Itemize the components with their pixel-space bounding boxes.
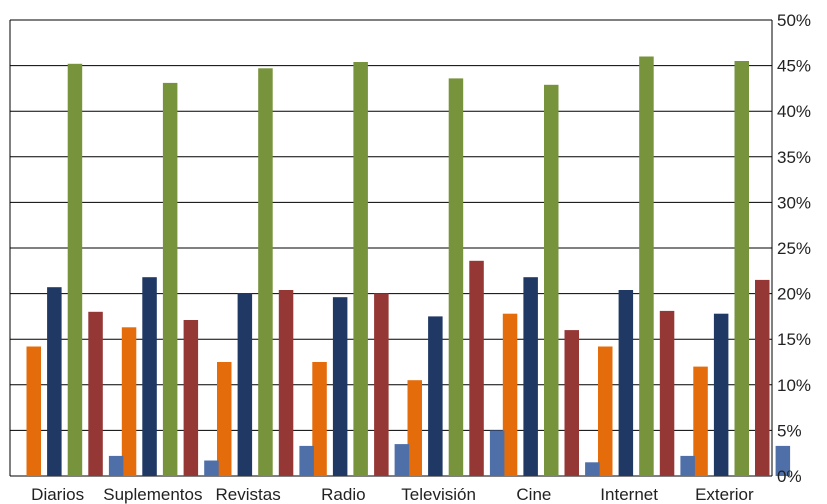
bar bbox=[204, 460, 219, 476]
x-axis-category-labels: Diarios Suplementos Revistas Radio Televisió… bbox=[31, 485, 754, 504]
plot-frame bbox=[9, 20, 773, 476]
bar bbox=[469, 260, 484, 476]
bar bbox=[693, 366, 708, 476]
bar bbox=[299, 445, 314, 476]
y-tick-label: 50% bbox=[777, 11, 811, 30]
bar bbox=[755, 279, 770, 476]
y-tick-label: 25% bbox=[777, 239, 811, 258]
x-category-label: Suplementos bbox=[103, 485, 202, 504]
bar bbox=[258, 68, 273, 477]
x-category-label: Revistas bbox=[216, 485, 281, 504]
bar bbox=[598, 346, 613, 476]
bar bbox=[734, 61, 749, 476]
bar bbox=[312, 362, 327, 476]
bar bbox=[659, 310, 675, 476]
bar bbox=[639, 56, 654, 476]
bar bbox=[585, 462, 600, 476]
bar bbox=[121, 327, 137, 476]
bar bbox=[544, 84, 559, 477]
y-tick-label: 45% bbox=[777, 57, 811, 76]
bar bbox=[448, 78, 464, 477]
x-category-label: Radio bbox=[321, 485, 365, 504]
bar bbox=[217, 362, 232, 476]
bar bbox=[26, 346, 41, 476]
bar bbox=[502, 313, 518, 476]
bar bbox=[142, 277, 157, 476]
bar bbox=[523, 277, 538, 476]
y-tick-label: 20% bbox=[777, 285, 811, 304]
y-tick-label: 40% bbox=[777, 102, 811, 121]
bar bbox=[394, 444, 410, 476]
bar bbox=[47, 287, 62, 476]
bar bbox=[618, 290, 634, 476]
bar bbox=[407, 380, 422, 476]
bar bbox=[278, 290, 294, 476]
y-tick-label: 5% bbox=[777, 421, 802, 440]
bar bbox=[237, 293, 253, 476]
y-axis-tick-labels: 0% 5% 10% 15% 20% 25% 30% 35% 40% 45% 50% bbox=[777, 11, 811, 486]
y-tick-label: 30% bbox=[777, 193, 811, 212]
x-category-label: Cine bbox=[516, 485, 551, 504]
bar bbox=[428, 316, 443, 476]
x-category-label: Diarios bbox=[31, 485, 84, 504]
bar bbox=[88, 311, 103, 476]
bar bbox=[332, 297, 348, 476]
bar bbox=[564, 330, 579, 476]
bar bbox=[680, 455, 695, 476]
x-category-label: Internet bbox=[600, 485, 658, 504]
bar bbox=[108, 455, 124, 476]
y-tick-label: 0% bbox=[777, 467, 802, 486]
bar bbox=[489, 430, 505, 476]
bar bbox=[67, 63, 83, 477]
bar bbox=[374, 293, 389, 476]
bar bbox=[162, 82, 178, 477]
bar bbox=[183, 320, 199, 476]
y-tick-label: 15% bbox=[777, 330, 811, 349]
x-category-label: Televisión bbox=[401, 485, 476, 504]
x-category-label: Exterior bbox=[695, 485, 754, 504]
bars-layer bbox=[26, 56, 791, 477]
bar bbox=[353, 62, 368, 476]
bar bbox=[713, 313, 729, 476]
y-tick-label: 35% bbox=[777, 148, 811, 167]
y-tick-label: 10% bbox=[777, 376, 811, 395]
bar bbox=[775, 445, 791, 476]
